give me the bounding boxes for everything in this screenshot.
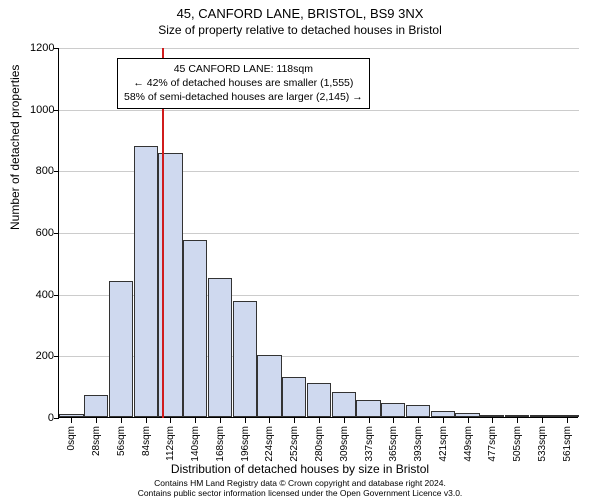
- xtick-mark: [220, 418, 221, 423]
- attribution-text: Contains HM Land Registry data © Crown c…: [0, 478, 600, 498]
- xtick-label: 449sqm: [463, 426, 474, 462]
- histogram-bar: [332, 392, 356, 417]
- histogram-bar: [381, 403, 405, 417]
- chart-title: 45, CANFORD LANE, BRISTOL, BS9 3NX: [0, 0, 600, 21]
- xtick-label: 0sqm: [66, 426, 77, 450]
- ytick-mark: [54, 233, 59, 234]
- histogram-bar: [554, 415, 578, 417]
- histogram-bar: [282, 377, 306, 417]
- xtick-mark: [344, 418, 345, 423]
- histogram-bar: [59, 414, 83, 417]
- histogram-bar: [183, 240, 207, 417]
- histogram-bar: [455, 413, 479, 417]
- attribution-line2: Contains public sector information licen…: [0, 488, 600, 498]
- xtick-mark: [418, 418, 419, 423]
- xtick-label: 84sqm: [141, 426, 152, 456]
- annotation-line1: 45 CANFORD LANE: 118sqm: [124, 62, 363, 76]
- xtick-mark: [146, 418, 147, 423]
- attribution-line1: Contains HM Land Registry data © Crown c…: [0, 478, 600, 488]
- xtick-label: 477sqm: [487, 426, 498, 462]
- xtick-label: 112sqm: [165, 426, 176, 461]
- xtick-mark: [492, 418, 493, 423]
- histogram-bar: [109, 281, 133, 417]
- xtick-label: 393sqm: [413, 426, 424, 462]
- ytick-mark: [54, 171, 59, 172]
- xtick-mark: [245, 418, 246, 423]
- xtick-mark: [269, 418, 270, 423]
- xtick-label: 337sqm: [364, 426, 375, 462]
- ytick-label: 600: [30, 227, 54, 239]
- xtick-label: 140sqm: [190, 426, 201, 462]
- histogram-bar: [84, 395, 108, 417]
- ytick-mark: [54, 110, 59, 111]
- histogram-bar: [480, 415, 504, 417]
- histogram-bar: [257, 355, 281, 417]
- histogram-bar: [307, 383, 331, 417]
- annotation-line3: 58% of semi-detached houses are larger (…: [124, 90, 363, 104]
- histogram-bar: [208, 278, 232, 417]
- xtick-mark: [319, 418, 320, 423]
- xtick-label: 280sqm: [314, 426, 325, 462]
- histogram-bar: [356, 400, 380, 417]
- xtick-label: 168sqm: [215, 426, 226, 462]
- ytick-label: 800: [30, 165, 54, 177]
- xtick-label: 505sqm: [512, 426, 523, 462]
- xtick-label: 421sqm: [438, 426, 449, 462]
- xtick-mark: [542, 418, 543, 423]
- ytick-label: 0: [30, 412, 54, 424]
- xtick-label: 309sqm: [339, 426, 350, 462]
- xtick-mark: [294, 418, 295, 423]
- xtick-mark: [369, 418, 370, 423]
- ytick-mark: [54, 48, 59, 49]
- ytick-label: 200: [30, 350, 54, 362]
- chart-area: 45 CANFORD LANE: 118sqm← 42% of detached…: [58, 48, 578, 418]
- xtick-mark: [567, 418, 568, 423]
- xtick-label: 365sqm: [388, 426, 399, 462]
- xtick-mark: [71, 418, 72, 423]
- annotation-line2: ← 42% of detached houses are smaller (1,…: [124, 76, 363, 90]
- ytick-mark: [54, 418, 59, 419]
- histogram-bar: [505, 415, 529, 417]
- xtick-mark: [121, 418, 122, 423]
- plot-area: 45 CANFORD LANE: 118sqm← 42% of detached…: [58, 48, 578, 418]
- chart-subtitle: Size of property relative to detached ho…: [0, 21, 600, 37]
- xtick-label: 561sqm: [562, 426, 573, 462]
- ytick-label: 400: [30, 289, 54, 301]
- histogram-bar: [134, 146, 158, 417]
- y-axis-label: Number of detached properties: [8, 65, 22, 230]
- gridline: [59, 48, 579, 49]
- histogram-bar: [406, 405, 430, 417]
- annotation-box: 45 CANFORD LANE: 118sqm← 42% of detached…: [117, 58, 370, 109]
- xtick-mark: [170, 418, 171, 423]
- xtick-label: 533sqm: [537, 426, 548, 462]
- ytick-mark: [54, 295, 59, 296]
- ytick-mark: [54, 356, 59, 357]
- xtick-label: 28sqm: [91, 426, 102, 456]
- xtick-label: 224sqm: [264, 426, 275, 462]
- xtick-label: 56sqm: [116, 426, 127, 456]
- x-axis-label: Distribution of detached houses by size …: [0, 462, 600, 476]
- xtick-mark: [96, 418, 97, 423]
- histogram-bar: [530, 415, 554, 417]
- histogram-bar: [233, 301, 257, 417]
- xtick-mark: [517, 418, 518, 423]
- ytick-label: 1200: [30, 42, 54, 54]
- xtick-mark: [443, 418, 444, 423]
- xtick-label: 252sqm: [289, 426, 300, 462]
- histogram-bar: [431, 411, 455, 417]
- xtick-mark: [195, 418, 196, 423]
- xtick-mark: [393, 418, 394, 423]
- ytick-label: 1000: [30, 104, 54, 116]
- gridline: [59, 110, 579, 111]
- xtick-mark: [468, 418, 469, 423]
- xtick-label: 196sqm: [240, 426, 251, 462]
